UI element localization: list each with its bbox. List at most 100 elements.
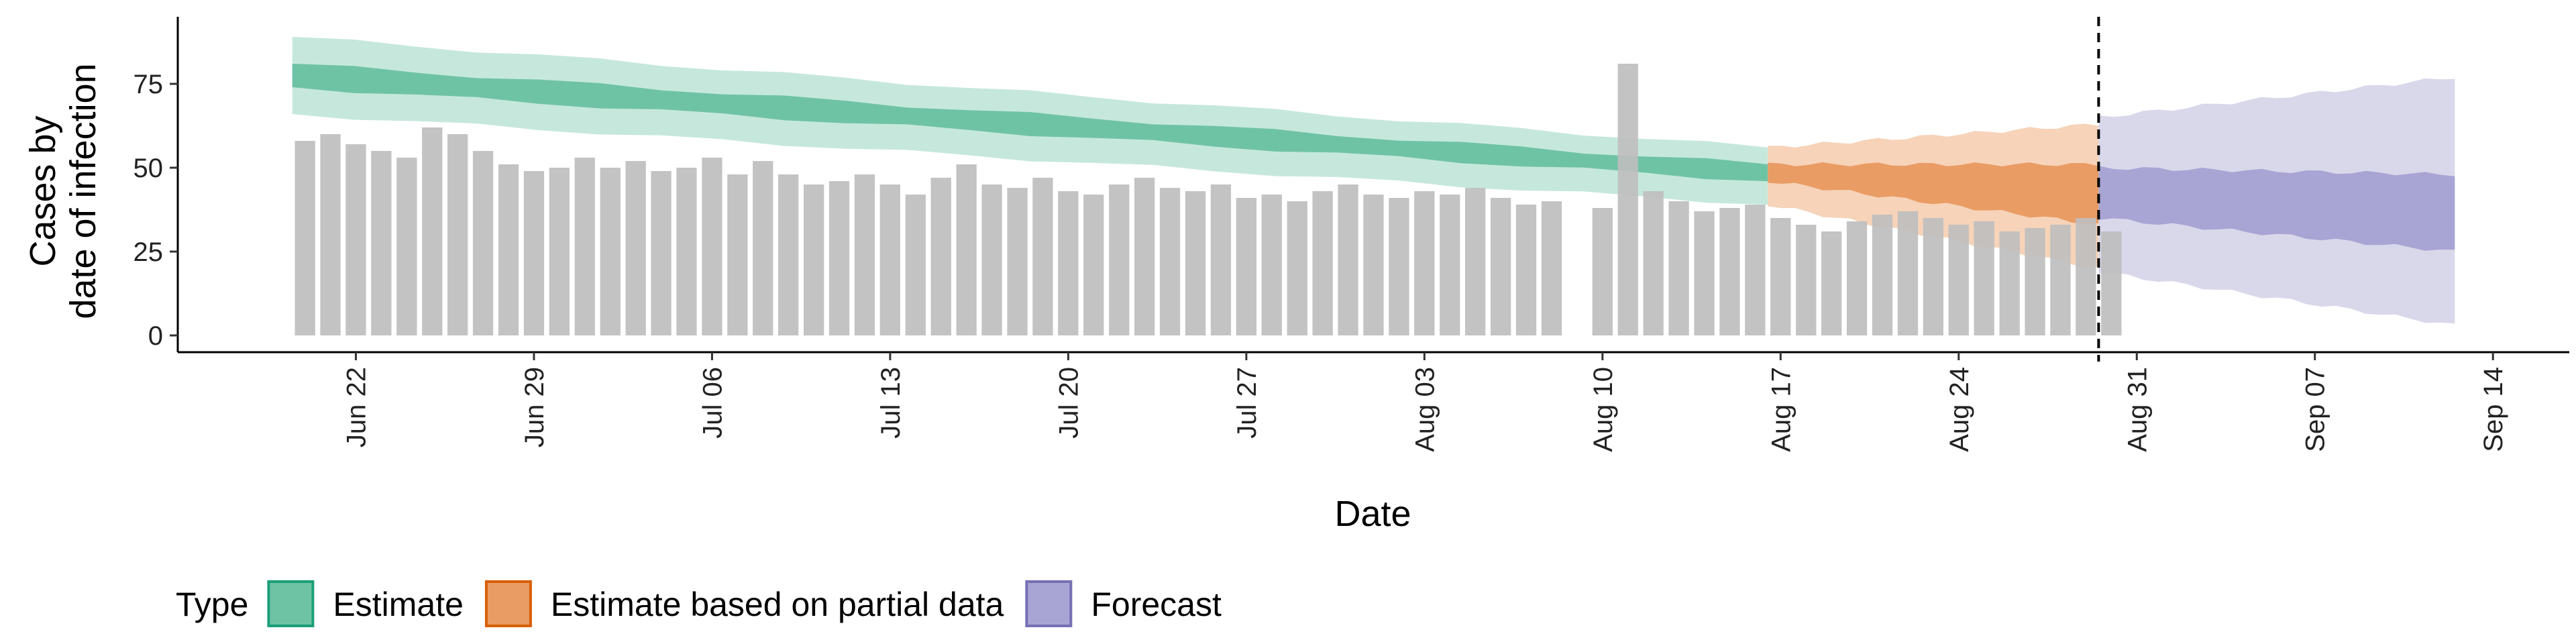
bar (472, 151, 494, 335)
bar (1491, 198, 1511, 335)
bar (1363, 195, 1384, 335)
bar (1389, 198, 1409, 335)
bar (804, 184, 824, 335)
bar (1592, 208, 1613, 335)
bar (1185, 191, 1206, 335)
x-tick-label: Jul 13 (876, 367, 906, 439)
bar (345, 144, 366, 335)
bar (371, 151, 392, 335)
bar (625, 161, 646, 335)
bar (1897, 211, 1919, 335)
bar (1974, 221, 1994, 335)
x-tick-label: Sep 14 (2479, 367, 2508, 452)
bar (905, 195, 926, 335)
bar (600, 168, 621, 335)
bar (1948, 225, 1969, 335)
x-tick-label: Jul 06 (698, 367, 727, 439)
bar (1617, 64, 1638, 335)
x-tick-label: Sep 07 (2301, 367, 2330, 452)
bar (1465, 188, 1486, 335)
bar (2101, 231, 2122, 335)
bar (1159, 188, 1181, 335)
band-inner-3 (2098, 166, 2455, 251)
bar (1007, 188, 1028, 335)
y-tick-label: 0 (148, 321, 163, 351)
bar (498, 164, 519, 335)
x-tick-label: Aug 24 (1945, 367, 1974, 452)
bar (320, 134, 341, 335)
legend-swatch (1025, 580, 1073, 627)
x-tick-label: Aug 31 (2123, 367, 2152, 452)
legend-label: Estimate (333, 586, 464, 623)
x-tick-label: Aug 10 (1589, 367, 1618, 452)
legend-label: Forecast (1091, 586, 1222, 623)
bar (778, 174, 799, 335)
bar (1058, 191, 1079, 335)
bar (1109, 184, 1130, 335)
bar (1134, 178, 1155, 335)
bar (727, 174, 748, 335)
bar (422, 127, 443, 335)
legend-label: Estimate based on partial data (551, 586, 1004, 623)
bar (1745, 205, 1766, 335)
legend: Type Estimate Estimate based on partial da… (176, 580, 1222, 627)
x-tick-label: Jul 20 (1054, 367, 1083, 439)
y-axis-title: Cases bydate of infection (23, 63, 103, 319)
x-tick-label: Aug 03 (1410, 367, 1440, 452)
bar (2076, 218, 2096, 335)
bar (1287, 201, 1307, 335)
x-tick-label: Jul 27 (1232, 367, 1262, 439)
bar (1032, 178, 1053, 335)
bar (1770, 218, 1791, 335)
bar (702, 158, 722, 335)
y-tick-label: 50 (133, 154, 164, 183)
bar (1872, 215, 1893, 335)
bar (549, 168, 570, 335)
bar (1541, 201, 1562, 335)
bar (1338, 184, 1358, 335)
bar (676, 168, 697, 335)
bar (930, 178, 951, 335)
bar (1236, 198, 1256, 335)
bar (1796, 225, 1817, 335)
legend-title: Type (176, 586, 248, 623)
bar (1923, 218, 1943, 335)
bar (2025, 228, 2045, 335)
bar (1210, 184, 1232, 335)
bar (447, 134, 468, 335)
bar (1668, 201, 1689, 335)
band-inner-1 (292, 64, 1768, 182)
bar (1515, 205, 1537, 335)
interval-bands (292, 37, 2455, 324)
bar (396, 158, 417, 335)
bar (828, 181, 850, 335)
bar (574, 158, 595, 335)
bar (1643, 191, 1664, 335)
x-axis-title: Date (1334, 494, 1411, 534)
x-tick-label: Aug 17 (1766, 367, 1796, 452)
bar (879, 184, 900, 335)
x-tick-label: Jun 22 (341, 367, 371, 447)
bar (651, 171, 672, 335)
legend-swatch (484, 580, 532, 627)
bar (294, 141, 315, 335)
band-inner-2 (1768, 162, 2099, 225)
bar (854, 174, 875, 335)
y-tick-label: 75 (133, 70, 164, 99)
bar (2050, 225, 2071, 335)
bar (1999, 231, 2020, 335)
legend-swatch (267, 580, 315, 627)
bar (753, 161, 773, 335)
bar (956, 164, 977, 335)
x-tick-label: Jun 29 (520, 367, 549, 447)
y-tick-label: 25 (133, 237, 164, 267)
bar (1440, 195, 1460, 335)
bar (523, 171, 545, 335)
bar (1312, 191, 1333, 335)
bar (1414, 191, 1435, 335)
bar (1719, 208, 1740, 335)
axes: 0 25 50 75 Jun 22 Jun 29 Jul 06 Jul 13 Jul 20 Jul… (23, 17, 2569, 534)
bar (1846, 221, 1868, 335)
bar (1261, 195, 1282, 335)
